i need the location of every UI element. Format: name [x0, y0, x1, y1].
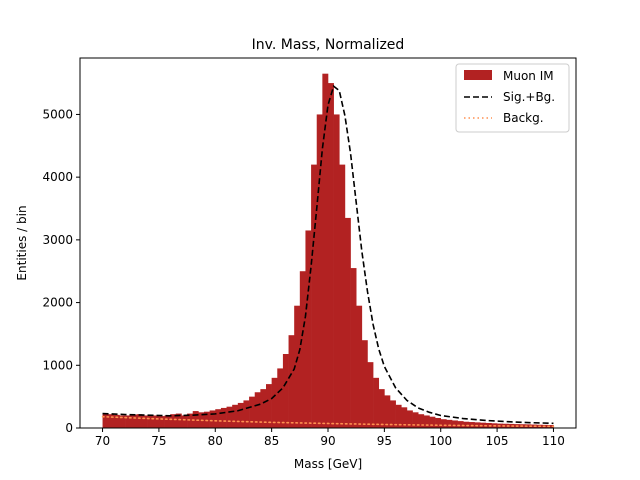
y-tick-label: 2000 — [42, 296, 73, 310]
histogram-bar — [502, 423, 509, 428]
histogram-bar — [147, 414, 154, 428]
histogram-bar — [277, 368, 284, 428]
fit-lines — [101, 84, 555, 428]
histogram-bar — [412, 412, 419, 428]
histogram-bar — [170, 414, 177, 428]
histogram-bar — [525, 424, 532, 428]
x-axis-label: Mass [GeV] — [294, 457, 362, 471]
histogram-bar — [367, 362, 374, 428]
sig-bg-line — [102, 84, 554, 425]
histogram-bar — [125, 415, 132, 428]
histogram-bar — [271, 377, 278, 428]
histogram-bar — [299, 271, 306, 428]
histogram-bar — [322, 73, 329, 429]
histogram-bar — [294, 305, 301, 428]
histogram-bar — [192, 411, 199, 428]
y-axis-label: Entities / bin — [15, 205, 29, 280]
histogram-bar — [249, 396, 256, 428]
histogram-bar — [418, 414, 425, 428]
histogram-bar — [390, 400, 396, 428]
chart-title: Inv. Mass, Normalized — [252, 37, 405, 53]
histogram-bar — [547, 424, 554, 428]
histogram-bar — [181, 415, 188, 428]
y-tick-label: 1000 — [42, 358, 73, 372]
legend-label-sig-bg: Sig.+Bg. — [503, 90, 555, 104]
histogram-bar — [209, 410, 216, 428]
histogram-bar — [361, 340, 368, 428]
legend-box — [455, 63, 570, 133]
legend-label-muon-im: Muon IM — [503, 69, 554, 83]
histogram-bar — [153, 415, 160, 428]
histogram-bar — [266, 384, 272, 428]
histogram-bar — [187, 413, 194, 428]
backg-line — [101, 415, 555, 428]
histogram-bar — [378, 389, 385, 428]
histogram-bar — [158, 416, 165, 428]
legend: Muon IM Sig.+Bg. Backg. — [455, 63, 570, 133]
y-tick-label: 5000 — [42, 107, 73, 121]
x-tick-label: 95 — [377, 434, 392, 448]
histogram-bar — [440, 419, 447, 428]
histogram-bar — [356, 305, 363, 428]
histogram-bar — [384, 395, 391, 428]
histogram-bar — [333, 114, 340, 428]
histogram-bar — [311, 164, 318, 429]
histogram-bar — [401, 407, 408, 428]
histogram-bar — [237, 402, 244, 428]
histogram-bar — [260, 389, 267, 428]
histogram-bar — [215, 409, 222, 428]
histogram-bars — [102, 73, 554, 429]
histogram-bar — [339, 164, 346, 429]
y-tick-label: 3000 — [42, 233, 73, 247]
x-tick-label: 105 — [486, 434, 509, 448]
histogram-bar — [288, 335, 295, 428]
histogram-bar — [350, 268, 357, 428]
histogram-bar — [373, 377, 380, 428]
histogram-bar — [232, 404, 239, 428]
x-tick-label: 85 — [264, 434, 279, 448]
histogram-bar — [429, 416, 436, 428]
y-tick-label: 0 — [65, 421, 73, 435]
histogram-bar — [254, 392, 261, 428]
histogram-bar — [423, 415, 430, 428]
histogram-bar — [463, 421, 470, 428]
histogram-bar — [480, 422, 487, 428]
legend-swatch-muon-im — [464, 70, 492, 80]
histogram-bar — [328, 83, 334, 428]
histogram-bar — [136, 414, 143, 428]
histogram-bar — [243, 400, 250, 428]
histogram-bar — [305, 230, 312, 428]
histogram-bar — [435, 417, 442, 428]
histogram-bar — [113, 414, 120, 428]
histogram-bar — [406, 410, 413, 428]
x-tick-label: 90 — [320, 434, 335, 448]
x-tick-label: 70 — [95, 434, 110, 448]
y-axis-ticks: 0 1000 2000 3000 4000 5000 — [42, 107, 80, 435]
x-tick-label: 100 — [429, 434, 452, 448]
histogram-bar — [175, 413, 182, 428]
histogram-bar — [164, 415, 171, 428]
legend-label-backg: Backg. — [503, 111, 544, 125]
histogram-bar — [395, 404, 402, 428]
histogram-bar — [220, 407, 227, 428]
histogram-bar — [119, 415, 126, 428]
histogram-bar — [446, 419, 453, 428]
y-tick-label: 4000 — [42, 170, 73, 184]
x-axis-ticks: 70 75 80 85 90 95 100 105 110 — [95, 428, 565, 448]
histogram-bar — [108, 414, 115, 428]
histogram-bar — [457, 421, 464, 428]
x-tick-label: 75 — [151, 434, 166, 448]
histogram-bar — [344, 217, 351, 428]
histogram-bar — [282, 354, 289, 428]
x-tick-label: 80 — [208, 434, 223, 448]
histogram-bar — [452, 420, 458, 428]
histogram-bar — [142, 415, 148, 428]
x-tick-label: 110 — [542, 434, 565, 448]
histogram-bar — [226, 406, 233, 428]
histogram-bar — [316, 114, 323, 428]
histogram-bar — [102, 413, 109, 428]
histogram-bar — [130, 414, 137, 428]
